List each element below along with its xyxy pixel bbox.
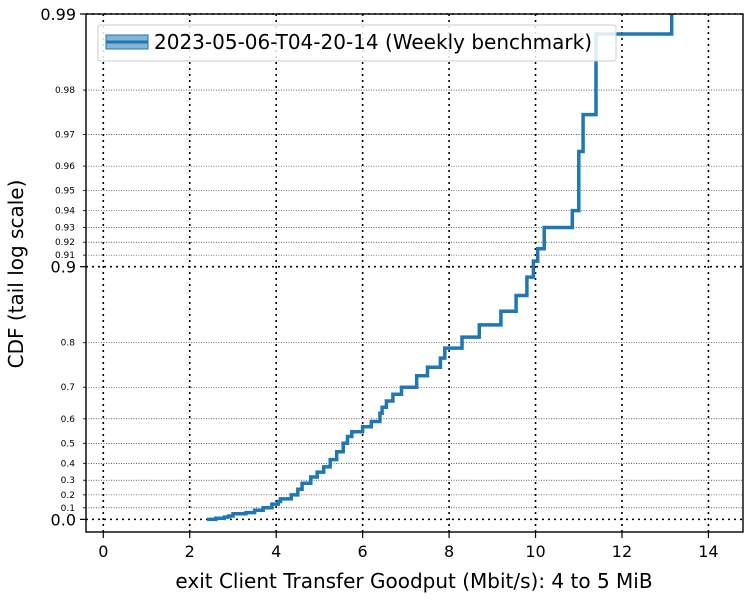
y-minor-tick-label: 0.2 (61, 491, 75, 501)
y-minor-tick-label: 0.95 (55, 187, 75, 197)
y-minor-tick-label: 0.4 (61, 459, 76, 469)
y-axis-ticks: 0.1 0.2 0.3 0.4 0.5 0.6 0.7 0.8 0.91 0.92 0.93 0.94… (40, 5, 86, 529)
y-minor-tick-label: 0.3 (61, 476, 75, 486)
x-axis-label: exit Client Transfer Goodput (Mbit/s): 4… (175, 569, 652, 593)
legend-box (97, 24, 617, 62)
y-minor-tick-label: 0.94 (55, 207, 75, 217)
x-tick-label: 12 (612, 542, 632, 561)
cdf-series-line (207, 14, 674, 522)
y-minor-tick-label: 0.96 (55, 162, 75, 172)
x-tick-label: 6 (358, 542, 368, 561)
y-minor-tick-label: 0.98 (55, 86, 75, 96)
y-minor-tick-label: 0.91 (55, 251, 75, 261)
series-layer (207, 14, 674, 522)
y-major-tick-label: 0.99 (40, 5, 76, 24)
y-minor-tick-label: 0.8 (61, 339, 76, 349)
x-tick-label: 8 (444, 542, 454, 561)
y-minor-tick-label: 0.92 (55, 238, 75, 248)
x-tick-label: 4 (271, 542, 281, 561)
x-tick-label: 14 (698, 542, 718, 561)
y-minor-tick-label: 0.93 (55, 224, 75, 234)
legend: 2023-05-06-T04-20-14 (Weekly benchmark) (97, 24, 617, 62)
y-minor-tick-label: 0.6 (61, 415, 76, 425)
y-minor-tick-label: 0.5 (61, 439, 75, 449)
plot-border (85, 13, 744, 533)
x-axis-ticks: 0 2 4 6 8 10 12 14 (98, 532, 719, 561)
x-tick-label: 2 (185, 542, 195, 561)
plot-frame (85, 13, 744, 533)
y-minor-tick-label: 0.7 (61, 383, 75, 393)
grid-lines (86, 13, 743, 532)
y-axis-label: CDF (tail log scale) (4, 180, 28, 369)
y-minor-tick-label: 0.1 (61, 504, 75, 514)
x-tick-label: 10 (525, 542, 545, 561)
y-minor-tick-label: 0.97 (55, 131, 75, 141)
y-major-tick-label: 0.0 (51, 510, 76, 529)
y-major-tick-label: 0.9 (51, 258, 76, 277)
legend-label: 2023-05-06-T04-20-14 (Weekly benchmark) (154, 30, 592, 54)
x-tick-label: 0 (98, 542, 108, 561)
